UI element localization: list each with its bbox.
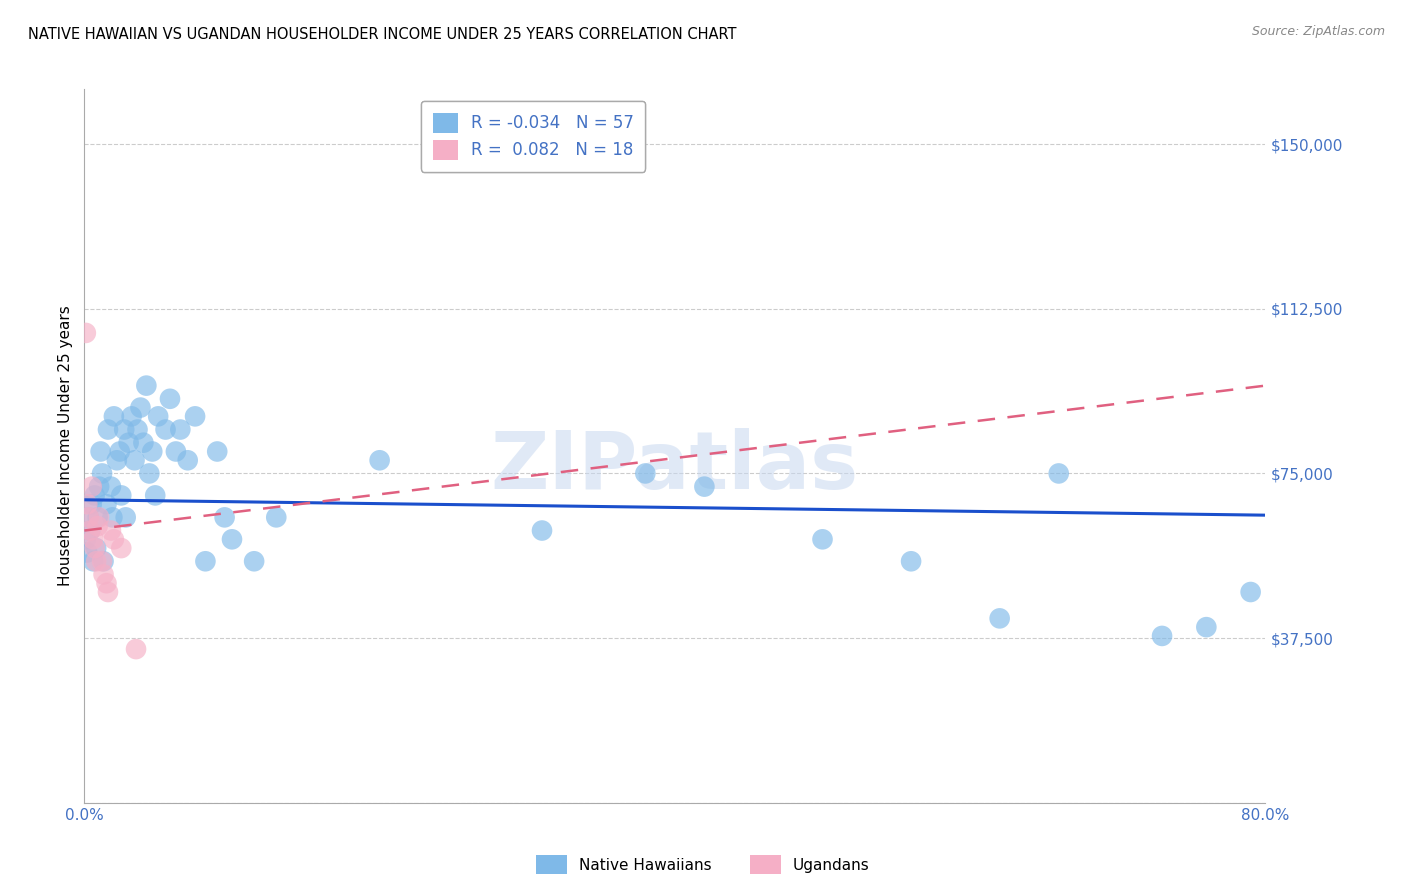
Point	[693, 480, 716, 494]
Point	[177, 453, 200, 467]
Point	[86, 519, 108, 533]
Text: Source: ZipAtlas.com: Source: ZipAtlas.com	[1251, 25, 1385, 38]
Point	[811, 533, 834, 547]
Point	[80, 480, 103, 494]
Point	[634, 467, 657, 481]
Point	[121, 409, 143, 424]
Point	[214, 510, 236, 524]
Point	[1240, 585, 1263, 599]
Point	[82, 554, 104, 568]
Point	[76, 545, 98, 559]
Point	[90, 444, 112, 458]
Point	[132, 435, 155, 450]
Point	[124, 453, 146, 467]
Point	[138, 467, 160, 481]
Y-axis label: Householder Income Under 25 years: Householder Income Under 25 years	[58, 306, 73, 586]
Point	[148, 409, 170, 424]
Point	[76, 497, 98, 511]
Point	[96, 497, 118, 511]
Point	[1195, 620, 1218, 634]
Point	[900, 554, 922, 568]
Point	[101, 510, 124, 524]
Point	[105, 453, 128, 467]
Point	[75, 326, 97, 340]
Point	[169, 423, 191, 437]
Point	[87, 510, 111, 524]
Point	[91, 554, 114, 568]
Point	[1150, 629, 1173, 643]
Point	[194, 554, 217, 568]
Point	[531, 524, 554, 538]
Point	[77, 510, 100, 524]
Point	[243, 554, 266, 568]
Point	[125, 642, 148, 657]
Point	[91, 467, 114, 481]
Point	[155, 423, 177, 437]
Point	[266, 510, 288, 524]
Point	[159, 392, 181, 406]
Point	[114, 510, 136, 524]
Point	[82, 533, 104, 547]
Point	[1047, 467, 1070, 481]
Point	[988, 611, 1011, 625]
Point	[110, 488, 132, 502]
Point	[100, 524, 122, 538]
Point	[165, 444, 187, 458]
Point	[80, 497, 103, 511]
Point	[221, 533, 243, 547]
Point	[97, 585, 120, 599]
Point	[103, 409, 125, 424]
Point	[87, 480, 111, 494]
Point	[184, 409, 207, 424]
Point	[93, 554, 115, 568]
Point	[97, 423, 120, 437]
Point	[79, 524, 101, 538]
Legend: Native Hawaiians, Ugandans: Native Hawaiians, Ugandans	[530, 849, 876, 880]
Point	[83, 541, 105, 555]
Point	[112, 423, 135, 437]
Point	[84, 541, 107, 555]
Point	[207, 444, 229, 458]
Point	[118, 435, 141, 450]
Point	[103, 533, 125, 547]
Point	[368, 453, 391, 467]
Point	[86, 510, 108, 524]
Point	[96, 576, 118, 591]
Point	[110, 541, 132, 555]
Point	[84, 554, 107, 568]
Point	[129, 401, 152, 415]
Point	[127, 423, 149, 437]
Point	[100, 480, 122, 494]
Point	[75, 533, 97, 547]
Point	[143, 488, 166, 502]
Legend: R = -0.034   N = 57, R =  0.082   N = 18: R = -0.034 N = 57, R = 0.082 N = 18	[420, 101, 645, 172]
Point	[77, 510, 100, 524]
Text: ZIPatlas: ZIPatlas	[491, 428, 859, 507]
Point	[79, 524, 101, 538]
Point	[83, 488, 105, 502]
Point	[93, 567, 115, 582]
Text: NATIVE HAWAIIAN VS UGANDAN HOUSEHOLDER INCOME UNDER 25 YEARS CORRELATION CHART: NATIVE HAWAIIAN VS UGANDAN HOUSEHOLDER I…	[28, 27, 737, 42]
Point	[135, 378, 157, 392]
Point	[141, 444, 163, 458]
Point	[108, 444, 131, 458]
